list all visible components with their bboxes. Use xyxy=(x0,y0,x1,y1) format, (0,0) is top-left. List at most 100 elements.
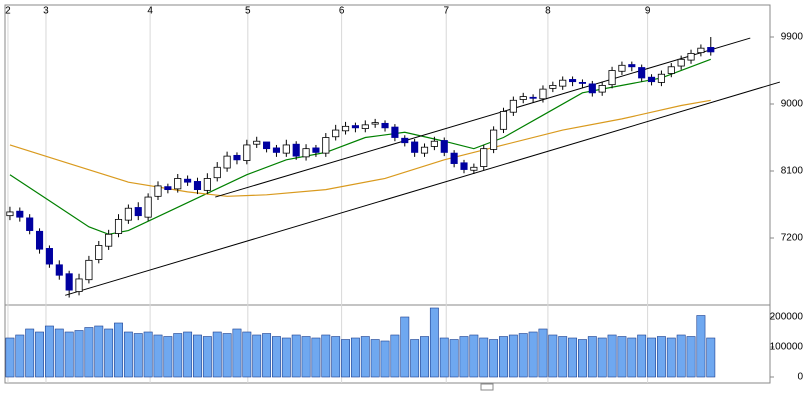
volume-bar xyxy=(400,316,410,378)
candle-body xyxy=(203,178,211,191)
candle-body xyxy=(569,79,577,83)
candle-body xyxy=(341,125,350,132)
trendline xyxy=(65,81,781,296)
volume-bar xyxy=(558,336,568,378)
volume-bar xyxy=(222,333,232,378)
volume-bar xyxy=(262,333,272,378)
volume-bar xyxy=(489,339,499,378)
candle-body xyxy=(351,125,359,129)
volume-bar xyxy=(360,336,370,378)
x-tick-label: 9 xyxy=(645,6,651,17)
volume-bar xyxy=(637,334,647,378)
candle-body xyxy=(85,259,93,281)
volume-panel xyxy=(4,304,771,384)
candle-body xyxy=(322,137,330,154)
candle-body xyxy=(559,79,567,87)
volume-bar xyxy=(370,339,380,378)
volume-bar xyxy=(74,330,84,378)
volume-bar xyxy=(676,334,686,378)
candle-body xyxy=(243,144,251,161)
volume-bar xyxy=(449,339,459,378)
volume-bar xyxy=(15,334,25,378)
candle-body xyxy=(509,99,517,113)
volume-bar xyxy=(133,333,143,378)
candle-body xyxy=(539,88,547,100)
volume-bar xyxy=(212,331,222,378)
volume-bar xyxy=(272,336,281,378)
volume-bar xyxy=(429,307,439,378)
volume-bar xyxy=(666,337,676,378)
candle-body xyxy=(302,148,310,158)
candle-body xyxy=(687,52,695,61)
labels-layer: 2 3 4 5 6 7 8 9 7200 8100 9000 9900 0 100000 200000 xyxy=(5,6,803,383)
candle-body xyxy=(65,273,73,291)
candle-body xyxy=(95,245,103,260)
volume-bar xyxy=(568,337,578,378)
volume-bar xyxy=(94,325,104,378)
volume-bar xyxy=(143,331,153,378)
scroll-thumb[interactable] xyxy=(480,383,494,391)
y-tick-label: 9000 xyxy=(781,99,804,110)
candle-body xyxy=(332,129,340,138)
candle-body xyxy=(391,126,399,138)
volume-bar xyxy=(617,336,627,378)
candle-body xyxy=(420,146,429,154)
grid-layer xyxy=(7,5,774,383)
candle-body xyxy=(628,64,636,68)
volume-bar xyxy=(508,334,518,378)
candle-body xyxy=(193,181,202,191)
candle-body xyxy=(677,58,685,67)
candle-body xyxy=(144,196,152,218)
volume-bar xyxy=(183,331,193,378)
candle-body xyxy=(361,124,369,129)
volume-bar xyxy=(291,334,301,378)
volume-bar xyxy=(341,339,350,378)
candle-body xyxy=(45,248,53,265)
volume-bar xyxy=(114,322,123,378)
candle-body xyxy=(519,96,527,100)
volume-bar xyxy=(380,340,390,378)
volume-bar xyxy=(706,337,716,378)
candle-body xyxy=(598,84,606,93)
volume-bar xyxy=(597,337,607,378)
candle-body xyxy=(292,143,300,157)
candle-body xyxy=(499,111,508,130)
volume-bar xyxy=(331,336,341,378)
candle-body xyxy=(154,185,162,197)
candle-body xyxy=(253,140,261,145)
volume-bar xyxy=(104,328,114,378)
volume-bar xyxy=(25,328,35,378)
candle-body xyxy=(6,211,14,217)
volume-bar xyxy=(647,337,656,378)
volume-bar xyxy=(587,336,597,378)
candle-body xyxy=(450,152,458,164)
candle-body xyxy=(75,278,83,293)
volume-bar xyxy=(627,337,637,378)
volume-bar xyxy=(193,334,202,378)
y-tick-label: 9900 xyxy=(781,32,804,43)
volume-bar xyxy=(528,331,538,378)
candle-body xyxy=(549,84,557,89)
volume-bar xyxy=(696,315,706,378)
volume-bar xyxy=(469,334,479,378)
candle-body xyxy=(174,178,182,190)
volume-bar xyxy=(153,334,163,378)
moving-average xyxy=(9,99,711,197)
candle-body xyxy=(411,141,419,153)
candle-body xyxy=(233,154,241,161)
volume-bar xyxy=(607,334,617,378)
y-tick-label: 7200 xyxy=(781,233,804,244)
volume-bar xyxy=(439,337,449,378)
candle-body xyxy=(105,233,113,247)
x-tick-label: 8 xyxy=(545,6,551,17)
volume-bar xyxy=(54,328,64,378)
candle-body xyxy=(272,147,281,153)
trendline xyxy=(215,37,751,198)
candle-body xyxy=(164,186,172,191)
candle-body xyxy=(26,217,34,231)
candle-body xyxy=(657,73,665,83)
volume-bar xyxy=(123,331,133,378)
candle-body xyxy=(707,47,715,53)
volume-bar xyxy=(5,337,15,378)
candle-body xyxy=(263,141,271,150)
